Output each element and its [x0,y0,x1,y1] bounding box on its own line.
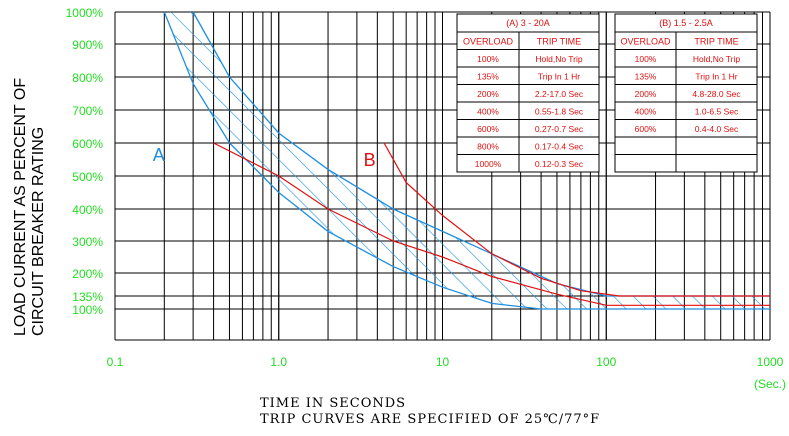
trip-table [614,13,758,173]
table-cell: Hold,No Trip [535,54,583,64]
x-tick-label: 1.0 [270,355,287,369]
y-tick-label: 200% [72,267,103,281]
table-cell: 1000% [475,159,502,169]
table-cell: TRIP TIME [537,37,581,47]
curve-b [383,142,770,297]
y-tick-label: 135% [72,290,103,304]
y-tick-label: 500% [72,170,103,184]
x-unit-label: (Sec.) [754,377,786,391]
x-tick-label: 1000 [757,355,784,369]
table-cell: 400% [477,107,499,117]
table-cell: 400% [635,107,657,117]
table-cell: 100% [635,54,657,64]
table-cell: 200% [635,89,657,99]
table-cell: OVERLOAD [463,37,514,47]
table-cell: 800% [477,142,499,152]
x-tick-label: 10 [436,355,450,369]
table-title: (A) 3 - 20A [506,18,550,28]
table-title: (B) 1.5 - 2.5A [659,18,713,28]
y-tick-label: 600% [72,137,103,151]
table-cell: Trip In 1 Hr [538,72,580,82]
temperature-note: TRIP CURVES ARE SPECIFIED OF 25℃/77°F [260,412,601,427]
y-tick-label: 800% [72,71,103,85]
y-axis-title-upper: LOAD CURRENT AS PERCENT OF [12,77,29,336]
table-cell: 135% [635,72,657,82]
table-cell: 0.17-0.4 Sec [535,142,584,152]
table-cell: 200% [477,89,499,99]
y-tick-label: 700% [72,104,103,118]
table-cell: 0.12-0.3 Sec [535,159,584,169]
table-cell: 1.0-6.5 Sec [695,107,739,117]
table-cell: 100% [477,54,499,64]
table-cell: Hold,No Trip [693,54,741,64]
y-axis-title-lower: CIRCUIT BREAKER RATING [30,126,47,336]
table-cell: 2.2-17.0 Sec [535,89,584,99]
table-cell: OVERLOAD [620,37,671,47]
y-tick-label: 400% [72,203,103,217]
y-tick-label: 900% [72,38,103,52]
curve-label-b: B [364,150,376,170]
curve-a-band [164,12,771,309]
curve-label-a: A [153,145,165,165]
curve-a-mid [213,142,770,306]
y-tick-label: 300% [72,235,103,249]
curve-a-upper [192,11,770,297]
x-tick-label: 100 [596,355,616,369]
x-tick-label: 0.1 [107,355,124,369]
curve-a-lower [163,11,770,310]
table-cell: 0.27-0.7 Sec [535,124,584,134]
y-tick-label: 100% [72,303,103,317]
table-cell: 0.55-1.8 Sec [535,107,584,117]
y-tick-label: 1000% [66,6,104,20]
table-cell: 600% [635,124,657,134]
table-cell: 0.4-4.0 Sec [695,124,739,134]
table-cell: 4.8-28.0 Sec [692,89,741,99]
table-cell: 600% [477,124,499,134]
trip-table [456,13,600,173]
table-cell: Trip In 1 Hr [695,72,737,82]
table-cell: TRIP TIME [694,37,738,47]
table-cell: 135% [477,72,499,82]
x-axis-title: TIME IN SECONDS [260,396,407,411]
